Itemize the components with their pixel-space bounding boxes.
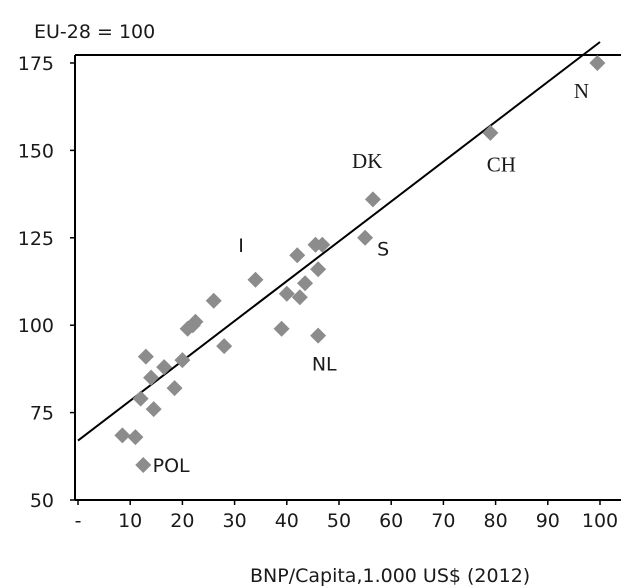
plot-axes xyxy=(70,54,621,505)
x-tick-label: 30 xyxy=(223,510,247,532)
data-point xyxy=(273,320,290,337)
data-point xyxy=(166,380,183,397)
country-label: POL xyxy=(153,455,190,477)
x-tick-labels: - 10 20 30 40 50 60 70 80 90 100 xyxy=(75,510,619,532)
x-tick-label: 20 xyxy=(170,510,194,532)
y-tick-label: 50 xyxy=(30,490,54,512)
data-point xyxy=(357,229,374,246)
trendline-layer xyxy=(77,41,601,442)
data-point xyxy=(278,285,295,302)
x-tick-label: 50 xyxy=(327,510,351,532)
x-tick-label: 90 xyxy=(536,510,560,532)
data-point xyxy=(205,292,222,309)
y-tick-label: 175 xyxy=(18,53,54,75)
country-label: DK xyxy=(352,149,382,173)
country-label: N xyxy=(574,79,589,103)
data-point xyxy=(247,271,264,288)
x-tick-label: 100 xyxy=(582,510,618,532)
data-point xyxy=(589,54,606,71)
data-point xyxy=(291,289,308,306)
x-tick-label: 80 xyxy=(484,510,508,532)
data-points xyxy=(114,54,606,474)
y-tick-label: 150 xyxy=(18,140,54,162)
country-label: CH xyxy=(487,152,516,176)
data-point xyxy=(135,457,152,474)
country-label: I xyxy=(238,235,244,257)
data-point xyxy=(145,401,162,418)
x-tick-label: 70 xyxy=(431,510,455,532)
data-point xyxy=(216,338,233,355)
x-tick-label: 60 xyxy=(379,510,403,532)
data-point xyxy=(127,429,144,446)
data-point xyxy=(156,359,173,376)
data-point xyxy=(132,390,149,407)
y-tick-label: 125 xyxy=(18,228,54,250)
data-point xyxy=(114,427,131,444)
x-tick-label: 40 xyxy=(275,510,299,532)
y-axis-title: EU-28 = 100 xyxy=(34,21,155,43)
y-tick-label: 75 xyxy=(30,403,54,425)
data-point xyxy=(482,124,499,141)
data-point xyxy=(310,261,327,278)
data-point xyxy=(314,236,331,253)
data-point xyxy=(187,313,204,330)
data-point xyxy=(174,352,191,369)
trendline xyxy=(77,41,601,442)
country-labels: POL I NL S DK CH N xyxy=(153,79,589,477)
y-tick-labels: 50 75 100 125 150 175 xyxy=(18,53,54,512)
country-label: S xyxy=(377,238,389,260)
country-label: NL xyxy=(312,354,337,376)
x-tick-label: - xyxy=(75,510,82,532)
y-tick-label: 100 xyxy=(18,315,54,337)
data-point xyxy=(289,247,306,264)
data-point xyxy=(143,369,160,386)
x-tick-label: 10 xyxy=(118,510,142,532)
x-axis-title: BNP/Capita,1.000 US$ (2012) xyxy=(250,565,530,587)
data-point xyxy=(364,191,381,208)
data-point xyxy=(297,275,314,292)
data-point xyxy=(137,348,154,365)
data-point xyxy=(310,327,327,344)
